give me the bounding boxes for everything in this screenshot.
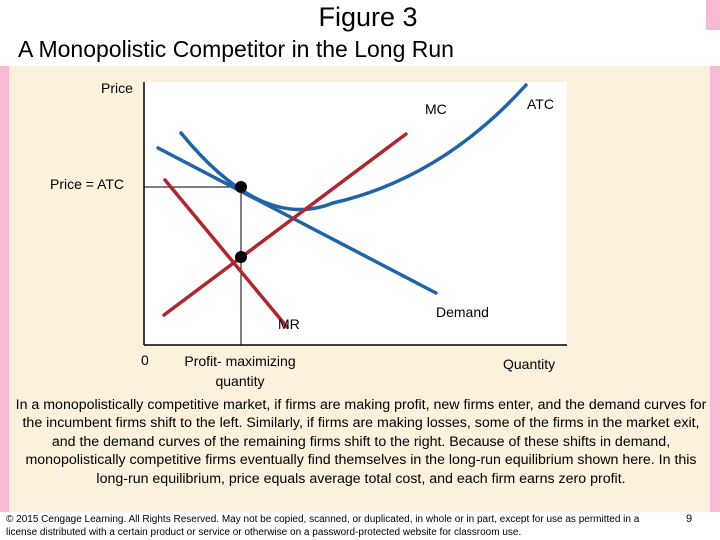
plot-area: [144, 82, 567, 345]
demand-label: Demand: [436, 304, 489, 320]
accent-bar-right: [710, 66, 720, 512]
accent-bar-right-top: [706, 0, 720, 30]
x-axis-label: Quantity: [503, 356, 556, 372]
mr-curve: [163, 178, 289, 329]
atc-curve: [179, 83, 528, 212]
quantity-marker-label: Profit- maximizing quantity: [184, 353, 296, 389]
y-axis-label: Price: [101, 80, 133, 96]
figure-title: Figure 3: [318, 2, 418, 32]
atc-label: ATC: [527, 96, 554, 112]
copyright-footer: © 2015 Cengage Learning. All Rights Rese…: [6, 514, 640, 538]
accent-bar-left: [0, 66, 9, 512]
mc-curve: [162, 132, 408, 317]
price-atc-label: Price = ATC: [50, 176, 125, 192]
figure-caption: In a monopolistically competitive market…: [15, 397, 707, 487]
figure-subtitle: A Monopolistic Competitor in the Long Ru…: [18, 36, 454, 62]
demand-curve: [156, 146, 438, 295]
mc-label: MC: [425, 101, 447, 117]
mr-label: MR: [278, 316, 300, 332]
origin-label: 0: [141, 352, 149, 368]
page-number: 9: [686, 513, 693, 525]
equilibrium-point: [235, 181, 247, 193]
mc-mr-intersection-point: [235, 251, 247, 263]
